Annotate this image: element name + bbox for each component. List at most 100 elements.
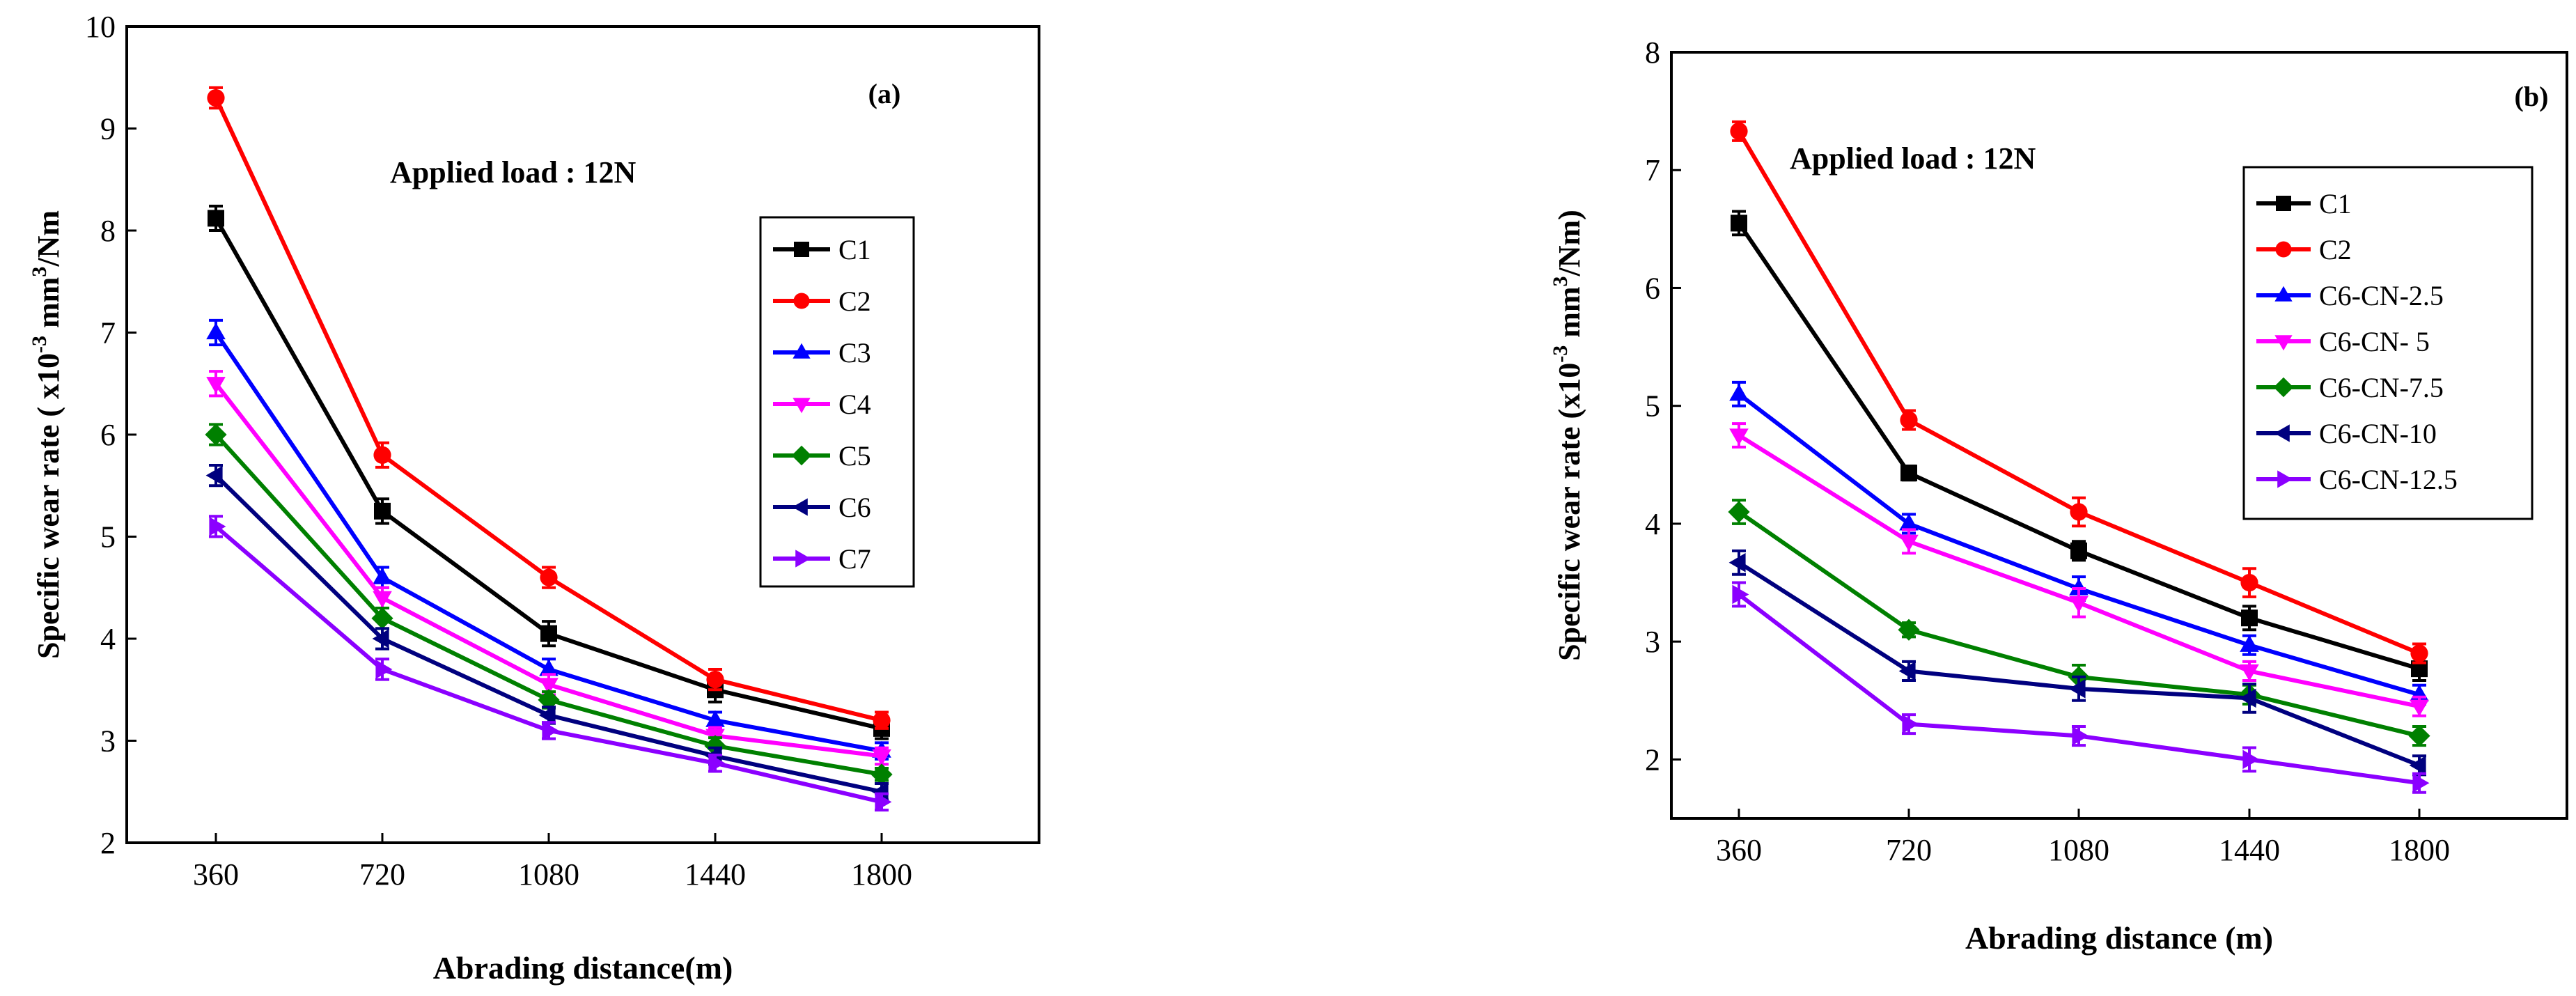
data-point <box>2240 573 2258 592</box>
legend-marker <box>2276 196 2291 211</box>
series-c5-a <box>205 423 893 786</box>
legend-marker <box>793 343 811 359</box>
data-point <box>873 711 891 729</box>
data-point <box>2412 773 2430 793</box>
data-point <box>540 568 558 586</box>
data-point <box>704 735 726 757</box>
y-tick-label: 6 <box>1645 271 1660 305</box>
legend-marker <box>2273 377 2294 398</box>
panel-tag-b: (b) <box>2515 81 2549 112</box>
data-point <box>205 465 223 485</box>
legend-label: C6-CN- 5 <box>2319 326 2430 357</box>
x-tick-label: 1080 <box>2048 833 2109 867</box>
data-point <box>206 377 226 394</box>
y-ticks-a: 2 3 4 5 6 7 8 9 10 <box>85 10 136 860</box>
legend-a: C1 C2 C3 C4 C5 C6 C7 <box>759 216 915 588</box>
data-point <box>374 502 391 520</box>
legend-marker <box>794 242 809 257</box>
legend-item: C3 <box>773 337 871 368</box>
y-tick-label: 4 <box>1645 507 1660 541</box>
data-point <box>871 763 893 786</box>
data-point <box>1732 584 1749 605</box>
data-point <box>542 721 559 740</box>
data-point <box>208 210 224 227</box>
legend-item: C6-CN-10 <box>2256 418 2437 449</box>
legend-label: C2 <box>2319 234 2352 265</box>
legend-label: C2 <box>838 286 871 317</box>
data-point <box>2070 503 2088 521</box>
data-point <box>2068 679 2086 699</box>
data-point <box>1729 428 1749 446</box>
legend-item: C7 <box>773 543 871 575</box>
y-ticks-b: 2 3 4 5 6 7 8 <box>1645 36 1681 777</box>
data-point <box>373 591 392 608</box>
legend-item: C6 <box>773 492 871 523</box>
legend-marker <box>792 498 808 516</box>
legend-item: C2 <box>773 286 871 317</box>
x-tick-label: 360 <box>193 857 239 892</box>
legend-label: C6-CN-10 <box>2319 418 2437 449</box>
data-point <box>1898 661 1916 681</box>
legend-b: C1 C2 C6-CN-2.5 C6-CN- 5 C6-CN-7.5 C6-CN-10 C6… <box>2242 166 2534 520</box>
data-point <box>375 660 393 679</box>
x-tick-label: 720 <box>359 857 405 892</box>
legend-marker <box>2274 424 2290 442</box>
series-c6-cn-5-b <box>1729 422 2429 717</box>
data-point <box>871 781 889 802</box>
legend-marker <box>2275 241 2292 258</box>
x-tick-label: 1440 <box>2219 833 2280 867</box>
legend-label: C1 <box>838 234 871 265</box>
y-tick-label: 3 <box>1645 625 1660 659</box>
y-tick-label: 2 <box>1645 742 1660 777</box>
data-point <box>540 625 557 642</box>
data-point <box>209 517 226 536</box>
legend-marker <box>2274 335 2293 351</box>
data-point <box>2070 542 2087 559</box>
series-c7-a <box>209 515 892 812</box>
data-point <box>2241 609 2258 627</box>
x-tick-label: 1440 <box>685 857 746 892</box>
data-point <box>205 423 227 446</box>
data-point <box>1899 534 1919 552</box>
x-ticks-a: 360 720 1080 1440 1800 <box>193 833 912 892</box>
legend-label: C6-CN-12.5 <box>2319 464 2458 495</box>
data-point <box>1899 513 1919 531</box>
data-point <box>539 659 559 676</box>
x-axis-label-b: Abrading distance (m) <box>1965 920 2273 956</box>
x-tick-label: 720 <box>1886 833 1932 867</box>
data-point <box>706 671 724 689</box>
legend-item: C1 <box>2256 188 2352 219</box>
legend-label: C1 <box>2319 188 2352 219</box>
data-point <box>371 607 393 630</box>
legend-label: C4 <box>838 389 871 420</box>
legend-item: C6-CN-12.5 <box>2256 464 2458 495</box>
legend-marker <box>791 445 812 466</box>
series-c6-cn-12.5-b <box>1732 581 2430 794</box>
x-tick-label: 1080 <box>518 857 579 892</box>
data-point <box>1728 501 1750 523</box>
legend-label: C7 <box>838 543 871 575</box>
data-point <box>373 567 392 584</box>
legend-label: C5 <box>838 440 871 472</box>
data-point <box>2409 756 2426 775</box>
data-point <box>2411 660 2428 678</box>
legend-item: C5 <box>773 440 871 472</box>
series-c2-b <box>1730 120 2428 664</box>
data-point <box>2410 644 2428 662</box>
data-point <box>1898 618 1920 641</box>
data-point <box>2239 688 2256 708</box>
data-point <box>2242 749 2260 770</box>
series-c1-b <box>1731 210 2428 682</box>
legend-label: C3 <box>838 337 871 368</box>
data-point <box>206 322 226 340</box>
data-point <box>2410 699 2429 717</box>
legend-item: C6-CN-2.5 <box>2256 280 2444 311</box>
x-tick-label: 1800 <box>2389 833 2450 867</box>
data-point <box>1728 552 1746 573</box>
legend-marker <box>2274 286 2293 302</box>
y-tick-label: 10 <box>85 10 116 44</box>
x-tick-label: 1800 <box>851 857 912 892</box>
data-point <box>373 446 391 464</box>
y-tick-label: 5 <box>1645 389 1660 423</box>
y-axis-label-a: Specific wear rate ( x10-3 mm3/Nm <box>28 210 65 659</box>
